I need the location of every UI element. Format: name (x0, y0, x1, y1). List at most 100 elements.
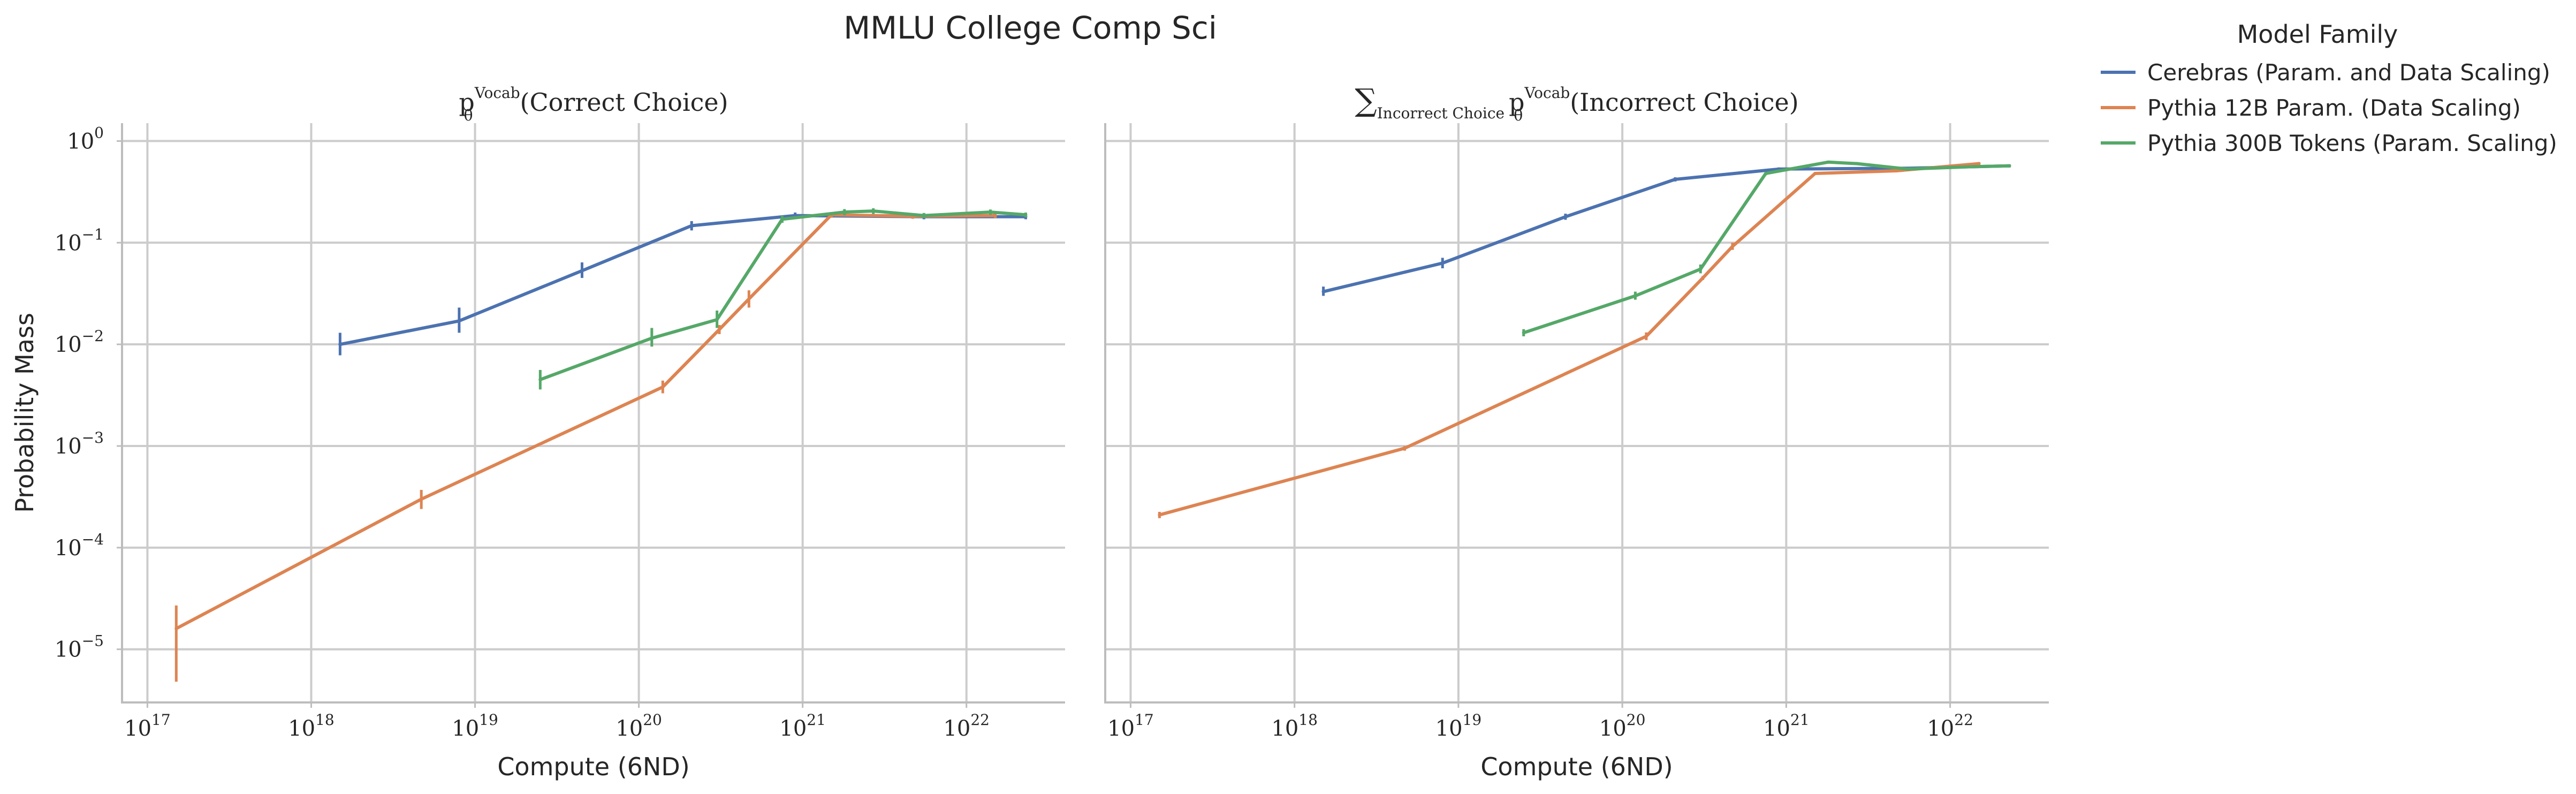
data-point (1855, 162, 1859, 165)
x-tick-exponent: 17 (1135, 711, 1154, 729)
title-sub: Incorrect Choice (1377, 104, 1504, 122)
y-tick-exponent: −1 (82, 225, 104, 243)
y-tick-label: 10−5 (55, 632, 104, 662)
data-point (2008, 164, 2011, 168)
series-line-pythia-12b-param-data-scaling (174, 213, 997, 630)
y-tick-base: 10 (67, 129, 94, 154)
data-point (1730, 245, 1734, 248)
y-tick-exponent: −2 (82, 327, 104, 345)
y-tick-base: 10 (55, 434, 82, 459)
y-tick-base: 10 (55, 231, 82, 255)
panel-correct-series (174, 208, 1028, 682)
series-line-pythia-300b-tokens-param-scaling (538, 209, 1028, 381)
y-tick-label: 10−1 (55, 225, 104, 255)
x-tick-label: 1019 (452, 711, 498, 741)
x-tick-label: 1017 (1107, 711, 1154, 741)
data-point (1673, 177, 1677, 181)
data-point (1977, 162, 1981, 165)
panel-incorrect-series (1158, 160, 2011, 518)
series-pythia-12b-param-data-scaling (1158, 162, 1981, 518)
data-point (871, 209, 875, 213)
panel-incorrect-xticks: 1017 1018 1019 1020 1021 1022 (1107, 702, 1973, 741)
x-tick-label: 1020 (1599, 711, 1646, 741)
title-sum: ∑ (1355, 82, 1377, 118)
title-p: p (459, 88, 474, 117)
series-cerebras-param-and-data-scaling (1321, 164, 2011, 296)
x-tick-exponent: 22 (1954, 711, 1973, 729)
data-point (1699, 267, 1703, 271)
data-point (1321, 290, 1325, 293)
panel-incorrect-title: ∑Incorrect Choice pVocab θ (Incorrect Choic… (1355, 82, 1798, 124)
data-point (1764, 171, 1768, 175)
data-point (989, 210, 992, 214)
legend-entries: Cerebras (Param. and Data Scaling) Pythia… (2101, 59, 2557, 156)
x-tick-base: 10 (1271, 716, 1298, 741)
title-theta: θ (1514, 107, 1523, 124)
data-point (538, 377, 542, 381)
y-tick-base: 10 (55, 332, 82, 357)
panel-correct-xticks: 1017 1018 1019 1020 1021 1022 (124, 702, 990, 741)
panel-incorrect-xlabel: Compute (6ND) (1480, 752, 1673, 781)
data-point (661, 385, 665, 389)
x-tick-label: 1017 (124, 711, 171, 741)
legend-entry: Pythia 300B Tokens (Param. Scaling) (2101, 130, 2557, 156)
y-tick-label: 100 (67, 124, 104, 154)
y-tick-label: 10−2 (55, 327, 104, 357)
y-tick-label: 10−3 (55, 429, 104, 459)
series-line-pythia-12b-param-data-scaling (1158, 162, 1981, 517)
panel-correct-title: pVocab θ (Correct Choice) (459, 84, 728, 124)
panel-correct-xlabel: Compute (6ND) (497, 752, 689, 781)
series-pythia-12b-param-data-scaling (174, 212, 997, 682)
x-tick-base: 10 (615, 716, 643, 741)
panel-incorrect-spine (1104, 123, 2049, 704)
y-tick-exponent: 0 (94, 124, 104, 141)
x-tick-base: 10 (452, 716, 479, 741)
data-point (650, 336, 654, 340)
panel-incorrect-choice: 1017 1018 1019 1020 1021 1022 ∑Incorrect Choi… (1104, 82, 2049, 781)
x-tick-base: 10 (943, 716, 970, 741)
data-point (1403, 447, 1407, 450)
panel-correct-choice: 1017 1018 1019 1020 1021 1022 10−510−410−310−… (10, 84, 1065, 781)
panel-correct-grid (122, 123, 1065, 702)
title-theta: θ (464, 107, 473, 124)
data-point (1563, 215, 1567, 218)
y-tick-base: 10 (55, 638, 82, 662)
data-point (1522, 331, 1525, 335)
series-line-cerebras-param-and-data-scaling (1321, 164, 2011, 293)
data-point (1813, 171, 1817, 175)
data-point (1024, 213, 1028, 217)
data-point (1158, 513, 1161, 517)
x-tick-label: 1019 (1435, 711, 1482, 741)
x-tick-label: 1021 (779, 711, 826, 741)
series-cerebras-param-and-data-scaling (338, 212, 1028, 356)
y-tick-exponent: −4 (82, 531, 104, 548)
series-pythia-300b-tokens-param-scaling (538, 208, 1028, 390)
series-line-cerebras-param-and-data-scaling (338, 214, 1028, 346)
x-tick-exponent: 18 (1298, 711, 1318, 729)
y-tick-exponent: −5 (82, 632, 104, 650)
panel-correct-spine (121, 123, 1065, 704)
legend-title: Model Family (2237, 20, 2398, 49)
data-point (1826, 160, 1830, 164)
data-point (715, 318, 719, 322)
data-point (922, 214, 926, 217)
legend: Model Family Cerebras (Param. and Data S… (2101, 20, 2557, 156)
x-tick-label: 1018 (288, 711, 335, 741)
x-tick-base: 10 (1927, 716, 1954, 741)
x-tick-label: 1020 (615, 711, 662, 741)
x-tick-label: 1021 (1763, 711, 1810, 741)
panel-incorrect-grid (1105, 123, 2049, 702)
title-arg: (Correct Choice) (520, 88, 728, 117)
data-point (174, 626, 178, 630)
x-tick-exponent: 22 (970, 711, 990, 729)
y-tick-base: 10 (55, 536, 82, 561)
data-point (1906, 167, 1910, 171)
x-tick-label: 1018 (1271, 711, 1318, 741)
x-tick-base: 10 (779, 716, 807, 741)
x-tick-exponent: 19 (479, 711, 498, 729)
title-vocab: Vocab (474, 84, 520, 102)
x-tick-base: 10 (288, 716, 315, 741)
data-point (1701, 276, 1705, 280)
x-tick-base: 10 (1599, 716, 1627, 741)
